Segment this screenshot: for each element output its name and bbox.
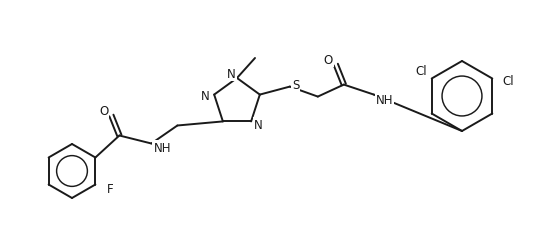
Text: S: S — [292, 79, 299, 92]
Text: NH: NH — [376, 94, 393, 107]
Text: N: N — [254, 119, 263, 131]
Text: O: O — [99, 105, 109, 118]
Text: Cl: Cl — [502, 75, 514, 88]
Text: N: N — [227, 68, 236, 81]
Text: N: N — [200, 90, 209, 103]
Text: NH: NH — [153, 141, 171, 154]
Text: F: F — [106, 182, 113, 195]
Text: Cl: Cl — [415, 65, 426, 78]
Text: O: O — [324, 54, 333, 67]
